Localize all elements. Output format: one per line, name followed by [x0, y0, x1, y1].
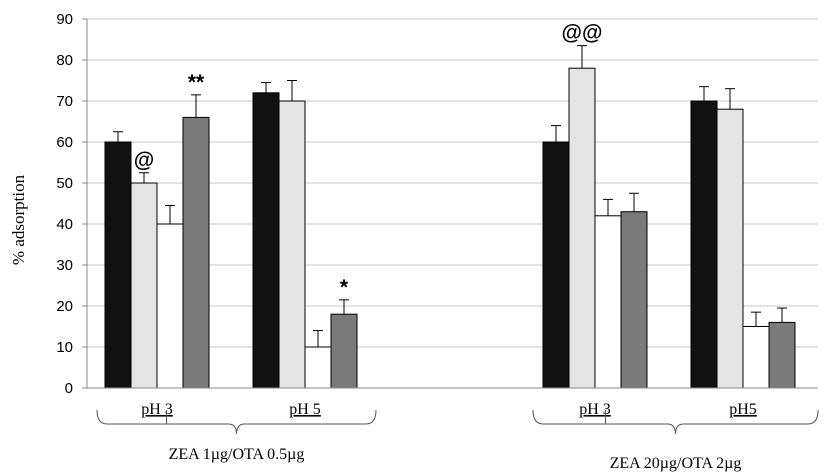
significance-marker: @	[134, 149, 154, 172]
y-tick-label: 20	[56, 298, 73, 315]
bar-series4-cat2	[330, 313, 358, 389]
bar-series2-cat4	[716, 108, 744, 389]
bar-series2-cat1	[130, 182, 158, 389]
bar-series1-cat1	[104, 141, 132, 389]
category-label: pH 3	[141, 401, 173, 418]
category-labels: pH 3 pH 5 pH 3 pH5	[141, 401, 757, 418]
group-label: ZEA 1µg/OTA 0.5µg	[169, 446, 305, 463]
y-tick-label: 50	[56, 175, 73, 192]
error-bars	[113, 45, 787, 347]
bar-series2-cat3	[568, 67, 596, 389]
significance-marker: **	[188, 71, 205, 94]
category-label: pH 5	[289, 401, 321, 418]
y-axis-label: % adsorption	[9, 174, 28, 265]
bar-series4-cat1	[182, 116, 210, 389]
category-label: pH 3	[579, 401, 611, 418]
y-tick-label: 60	[56, 134, 73, 151]
bar-series4-cat4	[768, 321, 796, 389]
bar-series3-cat2	[304, 346, 332, 389]
annotations: @***@@	[134, 22, 603, 299]
bars	[104, 67, 796, 389]
category-label: pH5	[729, 401, 757, 418]
significance-marker: *	[340, 276, 349, 299]
bar-series4-cat3	[620, 211, 648, 389]
bar-series2-cat2	[278, 100, 306, 389]
bar-series3-cat4	[742, 326, 770, 389]
y-tick-label: 30	[56, 257, 73, 274]
significance-marker: @@	[562, 22, 603, 45]
y-tick-labels: 0 10 20 30 40 50 60 70 80 90	[56, 11, 73, 397]
y-tick-label: 0	[65, 380, 73, 397]
y-tick-label: 80	[56, 52, 73, 69]
group-brackets: ZEA 1µg/OTA 0.5µg ZEA 20µg/OTA 2µg	[96, 409, 819, 472]
y-tick-label: 40	[56, 216, 73, 233]
y-tick-label: 90	[56, 11, 73, 28]
bar-series3-cat1	[156, 223, 184, 389]
group-bracket	[96, 409, 377, 435]
bar-series1-cat2	[252, 92, 280, 389]
bar-series3-cat3	[594, 215, 622, 389]
group-bracket	[532, 409, 819, 435]
axes	[82, 18, 818, 389]
y-tick-label: 70	[56, 93, 73, 110]
bar-series1-cat3	[542, 141, 570, 389]
y-tick-label: 10	[56, 339, 73, 356]
bar-series1-cat4	[690, 100, 718, 389]
group-label: ZEA 20µg/OTA 2µg	[610, 455, 742, 472]
